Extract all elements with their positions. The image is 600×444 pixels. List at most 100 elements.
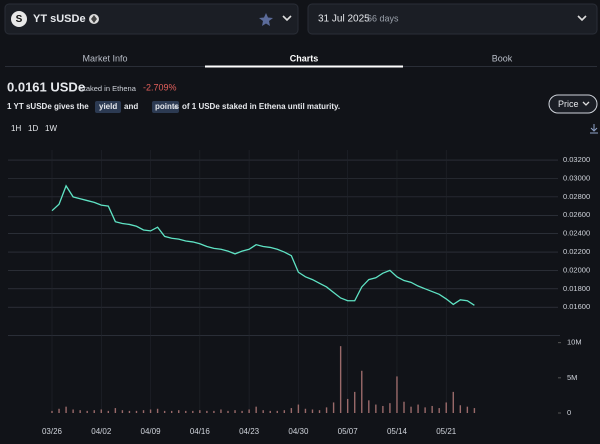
volume-bar [438, 408, 440, 413]
y-tick-label: 0.01800 [563, 284, 590, 293]
description: 1 YT sUSDe gives the [7, 102, 89, 111]
volume-bar [332, 402, 335, 413]
token-icon-glyph: S [16, 14, 23, 25]
volume-bar [410, 406, 412, 413]
volume-bar [389, 403, 391, 413]
days-left: 66 days [367, 13, 399, 23]
volume-bar [58, 408, 60, 413]
volume-bar [283, 410, 286, 413]
timeframe[interactable]: 1D [28, 124, 38, 133]
description: points [155, 102, 180, 111]
points-chip[interactable] [152, 101, 179, 113]
volume-bar [297, 404, 300, 413]
download-icon[interactable] [590, 124, 598, 134]
volume-bar [255, 406, 257, 413]
x-tick-label: 04/02 [91, 427, 112, 436]
market-select[interactable] [4, 3, 299, 35]
yield-chip[interactable] [95, 101, 121, 113]
volume-bar [72, 409, 74, 413]
x-tick-label: 04/16 [190, 427, 211, 436]
x-tick-label: 05/14 [387, 427, 408, 436]
y-tick-label: 0.02400 [563, 229, 590, 238]
y-tick-label: 0.03000 [563, 173, 590, 182]
volume-bar [227, 410, 229, 413]
volume-bar [396, 376, 398, 413]
tab[interactable]: Charts [290, 53, 319, 63]
price-button-label: Price [558, 99, 579, 109]
volume-bar [206, 410, 208, 413]
volume-bar [431, 405, 433, 413]
x-tick-label: 05/07 [338, 427, 359, 436]
timeframe[interactable]: 1W [45, 124, 57, 133]
volume-bar [368, 400, 370, 413]
volume-bar [163, 410, 166, 413]
y-tick-label: 0.02600 [563, 210, 590, 219]
volume-bar [107, 410, 110, 413]
price-button[interactable] [548, 94, 598, 114]
x-tick-label: 04/23 [239, 427, 260, 436]
description: and [124, 102, 138, 111]
volume-bar [361, 370, 363, 413]
description: of 1 USDe staked in Ethena until maturit… [182, 102, 340, 111]
volume-bar [269, 410, 271, 413]
x-tick-label: 03/26 [42, 427, 63, 436]
volume-bar [318, 410, 321, 413]
volume-bar [339, 346, 342, 413]
volume-bar [403, 401, 405, 413]
volume-bar [382, 405, 384, 413]
volume-bar [375, 404, 377, 413]
volume-bar [241, 410, 243, 413]
description: yield [99, 102, 117, 111]
price-change: -2.709% [143, 82, 177, 92]
volume-bar [424, 407, 426, 413]
favorite-star[interactable] [259, 13, 273, 26]
volume-bar [276, 410, 278, 413]
volume-bar [128, 410, 131, 413]
volume-bar [121, 410, 124, 413]
chevron[interactable] [282, 15, 292, 22]
volume-bar [170, 410, 173, 413]
volume-bar [156, 408, 159, 413]
price-note: staked in Ethena [80, 84, 137, 93]
chevron[interactable] [577, 15, 587, 22]
chevron [582, 101, 590, 106]
volume-bar [354, 391, 356, 413]
volume-bar [220, 409, 222, 413]
volume-bar [65, 406, 67, 413]
volume-bar [199, 410, 201, 413]
tab[interactable]: Market Info [82, 53, 127, 63]
timeframe[interactable]: 1H [11, 124, 21, 133]
volume-bar [142, 410, 145, 413]
volume-bar [346, 398, 349, 413]
volume-bar [86, 410, 88, 413]
y-tick-label: 0.03200 [563, 155, 590, 164]
chain-icon-glyph [91, 15, 97, 23]
price-line [51, 184, 475, 306]
y2-tick-label: 0 [567, 408, 571, 417]
volume-bar [135, 410, 138, 413]
volume-bar [192, 410, 194, 413]
x-tick-label: 05/21 [436, 427, 457, 436]
volume-bar [93, 410, 95, 413]
volume-bar [290, 408, 293, 413]
volume-bar [262, 410, 264, 413]
volume-bar [185, 410, 187, 413]
volume-bar [459, 405, 462, 413]
volume-bar [248, 409, 250, 413]
maturity-date: 31 Jul 2025 [318, 14, 370, 25]
y-tick-label: 0.01600 [563, 302, 590, 311]
volume-bar [178, 410, 180, 413]
x-tick-label: 04/09 [141, 427, 162, 436]
volume-bar [325, 407, 328, 413]
points-icon [174, 105, 178, 109]
volume-bar [114, 408, 117, 413]
volume-bar [452, 391, 454, 413]
tab[interactable]: Book [492, 53, 513, 63]
volume-bar [51, 410, 53, 413]
y2-tick-label: 10M [567, 338, 582, 347]
volume-bar [473, 408, 476, 413]
price: 0.0161 USDe [7, 79, 85, 94]
maturity-select[interactable] [307, 3, 598, 35]
y2-tick-label: 5M [567, 373, 577, 382]
volume-bar [213, 410, 215, 413]
